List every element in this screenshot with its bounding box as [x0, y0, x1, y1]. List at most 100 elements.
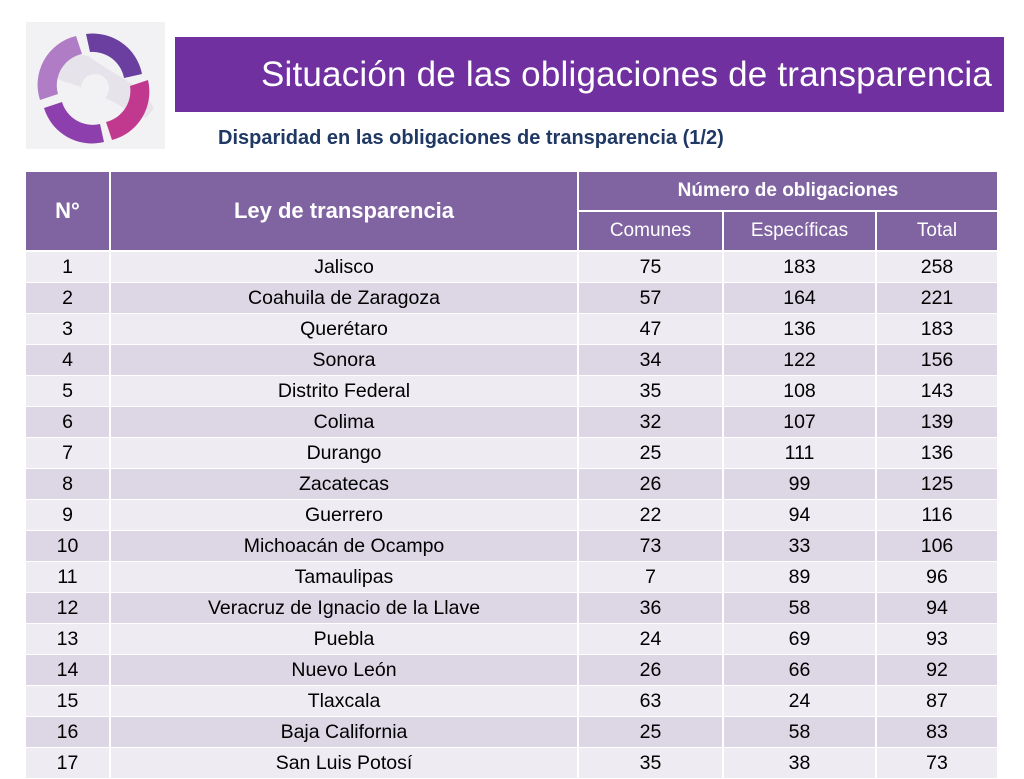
cell-total: 258	[875, 251, 999, 283]
page-subtitle: Disparidad en las obligaciones de transp…	[218, 127, 724, 149]
cell-especificas: 38	[722, 747, 877, 779]
header-group-obligaciones: Número de obligaciones	[577, 170, 999, 212]
cell-no: 13	[24, 623, 111, 655]
cell-especificas: 111	[722, 437, 877, 469]
cell-especificas: 58	[722, 592, 877, 624]
table-row: 4 Sonora 34 122 156	[24, 344, 999, 376]
cell-ley: Sonora	[109, 344, 579, 376]
title-bar: Situación de las obligaciones de transpa…	[175, 37, 1004, 112]
cell-especificas: 122	[722, 344, 877, 376]
cell-ley: Durango	[109, 437, 579, 469]
table-row: 16 Baja California 25 58 83	[24, 716, 999, 748]
table-row: 14 Nuevo León 26 66 92	[24, 654, 999, 686]
cell-ley: Guerrero	[109, 499, 579, 531]
cell-especificas: 66	[722, 654, 877, 686]
cell-especificas: 69	[722, 623, 877, 655]
cell-total: 96	[875, 561, 999, 593]
table-row: 8 Zacatecas 26 99 125	[24, 468, 999, 500]
cell-especificas: 24	[722, 685, 877, 717]
table-row: 5 Distrito Federal 35 108 143	[24, 375, 999, 407]
cell-comunes: 47	[577, 313, 724, 345]
cell-no: 3	[24, 313, 111, 345]
cell-no: 16	[24, 716, 111, 748]
cell-no: 14	[24, 654, 111, 686]
cell-total: 83	[875, 716, 999, 748]
cell-no: 11	[24, 561, 111, 593]
cell-no: 9	[24, 499, 111, 531]
table-row: 1 Jalisco 75 183 258	[24, 251, 999, 283]
cell-total: 106	[875, 530, 999, 562]
cell-total: 116	[875, 499, 999, 531]
cell-no: 17	[24, 747, 111, 779]
cell-ley: Coahuila de Zaragoza	[109, 282, 579, 314]
cell-total: 73	[875, 747, 999, 779]
header-especificas: Específicas	[722, 210, 877, 252]
cell-total: 183	[875, 313, 999, 345]
table-row: 7 Durango 25 111 136	[24, 437, 999, 469]
cell-total: 93	[875, 623, 999, 655]
cell-no: 7	[24, 437, 111, 469]
cell-no: 5	[24, 375, 111, 407]
cell-ley: Puebla	[109, 623, 579, 655]
page-title: Situación de las obligaciones de transpa…	[260, 54, 992, 94]
header-total: Total	[875, 210, 999, 252]
table-row: 10 Michoacán de Ocampo 73 33 106	[24, 530, 999, 562]
obligations-table: N° Ley de transparencia Número de obliga…	[24, 170, 999, 779]
cell-especificas: 107	[722, 406, 877, 438]
table-row: 15 Tlaxcala 63 24 87	[24, 685, 999, 717]
table-row: 3 Querétaro 47 136 183	[24, 313, 999, 345]
cell-no: 2	[24, 282, 111, 314]
cell-comunes: 35	[577, 747, 724, 779]
cell-ley: San Luis Potosí	[109, 747, 579, 779]
table-row: 6 Colima 32 107 139	[24, 406, 999, 438]
cell-no: 1	[24, 251, 111, 283]
cell-comunes: 24	[577, 623, 724, 655]
cell-ley: Nuevo León	[109, 654, 579, 686]
cell-total: 139	[875, 406, 999, 438]
cell-ley: Michoacán de Ocampo	[109, 530, 579, 562]
cell-comunes: 32	[577, 406, 724, 438]
cell-total: 94	[875, 592, 999, 624]
cell-ley: Baja California	[109, 716, 579, 748]
table-row: 17 San Luis Potosí 35 38 73	[24, 747, 999, 779]
swirl-logo-icon	[26, 22, 165, 149]
cell-ley: Querétaro	[109, 313, 579, 345]
table-row: 9 Guerrero 22 94 116	[24, 499, 999, 531]
cell-comunes: 34	[577, 344, 724, 376]
table-row: 13 Puebla 24 69 93	[24, 623, 999, 655]
cell-comunes: 63	[577, 685, 724, 717]
cell-total: 143	[875, 375, 999, 407]
table-row: 12 Veracruz de Ignacio de la Llave 36 58…	[24, 592, 999, 624]
cell-comunes: 35	[577, 375, 724, 407]
cell-no: 10	[24, 530, 111, 562]
cell-especificas: 99	[722, 468, 877, 500]
cell-especificas: 58	[722, 716, 877, 748]
cell-no: 15	[24, 685, 111, 717]
cell-total: 221	[875, 282, 999, 314]
cell-especificas: 89	[722, 561, 877, 593]
table-row: 11 Tamaulipas 7 89 96	[24, 561, 999, 593]
cell-comunes: 7	[577, 561, 724, 593]
cell-total: 125	[875, 468, 999, 500]
cell-total: 87	[875, 685, 999, 717]
cell-total: 136	[875, 437, 999, 469]
cell-comunes: 75	[577, 251, 724, 283]
cell-comunes: 25	[577, 716, 724, 748]
cell-no: 8	[24, 468, 111, 500]
cell-especificas: 164	[722, 282, 877, 314]
cell-ley: Distrito Federal	[109, 375, 579, 407]
cell-especificas: 108	[722, 375, 877, 407]
cell-comunes: 22	[577, 499, 724, 531]
cell-ley: Jalisco	[109, 251, 579, 283]
cell-especificas: 136	[722, 313, 877, 345]
cell-especificas: 94	[722, 499, 877, 531]
cell-comunes: 73	[577, 530, 724, 562]
cell-total: 156	[875, 344, 999, 376]
cell-ley: Tamaulipas	[109, 561, 579, 593]
cell-comunes: 57	[577, 282, 724, 314]
cell-comunes: 26	[577, 468, 724, 500]
cell-total: 92	[875, 654, 999, 686]
cell-ley: Veracruz de Ignacio de la Llave	[109, 592, 579, 624]
cell-ley: Tlaxcala	[109, 685, 579, 717]
cell-no: 4	[24, 344, 111, 376]
